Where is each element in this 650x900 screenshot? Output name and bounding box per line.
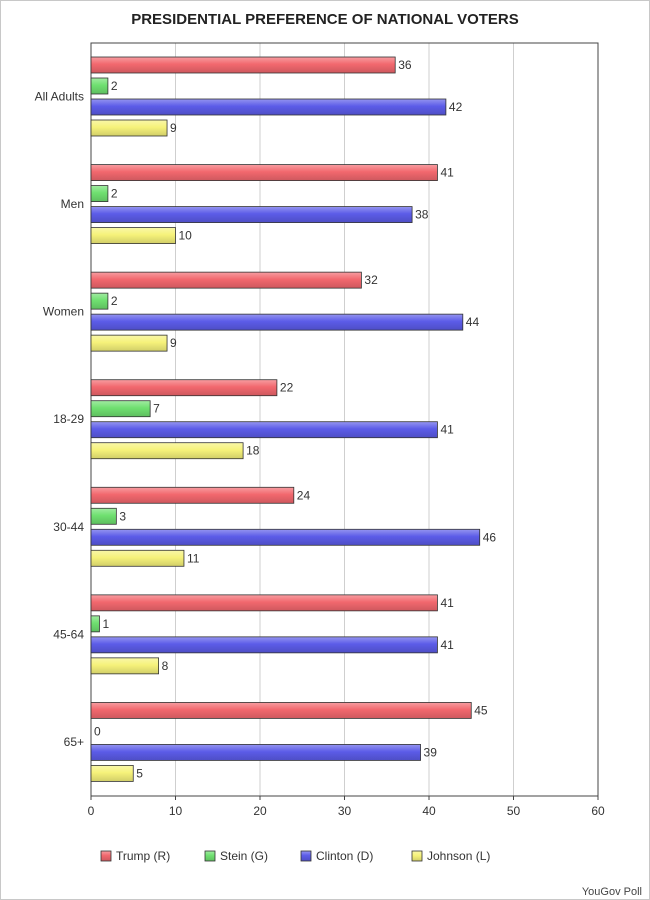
legend-swatch (411, 850, 423, 862)
bar-group: 41 1 41 8 (90, 594, 454, 675)
bar (90, 549, 185, 567)
category-label: 45-64 (53, 627, 84, 641)
data-label: 22 (280, 381, 294, 395)
bar (90, 528, 481, 546)
bar-group: 22 7 41 18 (90, 379, 454, 460)
bars-layer: 3624294123810322449227411824346114114184… (90, 56, 497, 782)
bar (90, 421, 438, 439)
bar (90, 119, 168, 137)
bar (90, 657, 159, 675)
bar (90, 400, 151, 418)
category-label: 65+ (64, 735, 84, 749)
bar (90, 164, 438, 181)
legend-item: Clinton (D) (300, 849, 373, 863)
data-label: 39 (424, 745, 438, 759)
bar-group: 24 3 46 11 (90, 486, 497, 567)
category-label: 18-29 (53, 412, 84, 426)
legend-swatch (300, 850, 312, 862)
category-labels: All Adults Men Women 18-29 30-44 45-64 65+ (35, 90, 85, 749)
x-tick-label: 0 (88, 804, 95, 818)
data-label: 42 (449, 100, 463, 114)
bar (90, 507, 117, 525)
data-label: 41 (440, 166, 454, 180)
bar (90, 379, 278, 397)
data-label: 41 (440, 596, 454, 610)
grid-layer (175, 43, 514, 796)
bar (90, 227, 176, 244)
source-label: YouGov Poll (582, 886, 642, 898)
x-tick-label: 40 (422, 804, 436, 818)
bar (90, 744, 421, 761)
data-label: 7 (153, 402, 160, 416)
bar (90, 185, 109, 202)
category-label: All Adults (35, 90, 84, 104)
legend-item: Johnson (L) (411, 849, 490, 863)
x-tick-label: 30 (338, 804, 352, 818)
legend-swatch (100, 850, 112, 862)
data-label: 2 (111, 294, 118, 308)
legend-label: Johnson (L) (427, 849, 490, 863)
x-tick-label: 10 (169, 804, 183, 818)
data-label: 2 (111, 187, 118, 201)
bar (90, 313, 464, 331)
legend: Trump (R) Stein (G) Clinton (D) Johnson (L) (100, 849, 490, 863)
data-label: 9 (170, 336, 177, 350)
data-label: 38 (415, 208, 429, 222)
bar (90, 271, 362, 289)
bar (90, 594, 438, 612)
data-label: 41 (440, 638, 454, 652)
legend-label: Stein (G) (220, 849, 268, 863)
bar (90, 442, 244, 460)
x-tick-label: 50 (507, 804, 521, 818)
data-label: 2 (111, 79, 118, 93)
bar (90, 77, 109, 95)
data-label: 5 (136, 766, 143, 780)
bar-group: 32 2 44 9 (90, 271, 480, 352)
data-label: 46 (483, 530, 497, 544)
legend-label: Clinton (D) (316, 849, 373, 863)
legend-swatch (204, 850, 216, 862)
bar (90, 636, 438, 654)
bar (90, 765, 134, 782)
x-axis: 0 10 20 30 40 50 60 (88, 796, 605, 818)
bar (90, 334, 168, 352)
data-label: 9 (170, 121, 177, 135)
data-label: 36 (398, 58, 412, 72)
data-label: 10 (179, 229, 193, 243)
x-tick-label: 60 (591, 804, 605, 818)
data-label: 32 (364, 273, 378, 287)
chart-title: PRESIDENTIAL PREFERENCE OF NATIONAL VOTE… (131, 11, 519, 28)
x-tick-label: 20 (253, 804, 267, 818)
legend-item: Trump (R) (100, 849, 170, 863)
data-label: 24 (297, 488, 311, 502)
data-label: 1 (102, 617, 109, 631)
bar (90, 292, 109, 310)
data-label: 0 (94, 724, 101, 738)
category-label: Men (61, 197, 84, 211)
data-label: 41 (440, 423, 454, 437)
bar (90, 56, 396, 74)
data-label: 3 (119, 509, 126, 523)
bar-group: 41 2 38 10 (90, 164, 454, 244)
bar-group: 45 0 39 5 (90, 702, 488, 782)
data-label: 18 (246, 444, 260, 458)
legend-label: Trump (R) (116, 849, 170, 863)
bar (90, 98, 447, 116)
data-label: 11 (187, 551, 200, 565)
bar (90, 615, 100, 633)
data-label: 8 (162, 659, 169, 673)
category-label: 30-44 (53, 520, 84, 534)
bar (90, 206, 413, 223)
bar (90, 702, 472, 719)
data-label: 44 (466, 315, 480, 329)
bar-group: 36 2 42 9 (90, 56, 463, 137)
data-label: 45 (474, 703, 488, 717)
legend-item: Stein (G) (204, 849, 268, 863)
bar (90, 486, 295, 504)
category-label: Women (43, 305, 84, 319)
